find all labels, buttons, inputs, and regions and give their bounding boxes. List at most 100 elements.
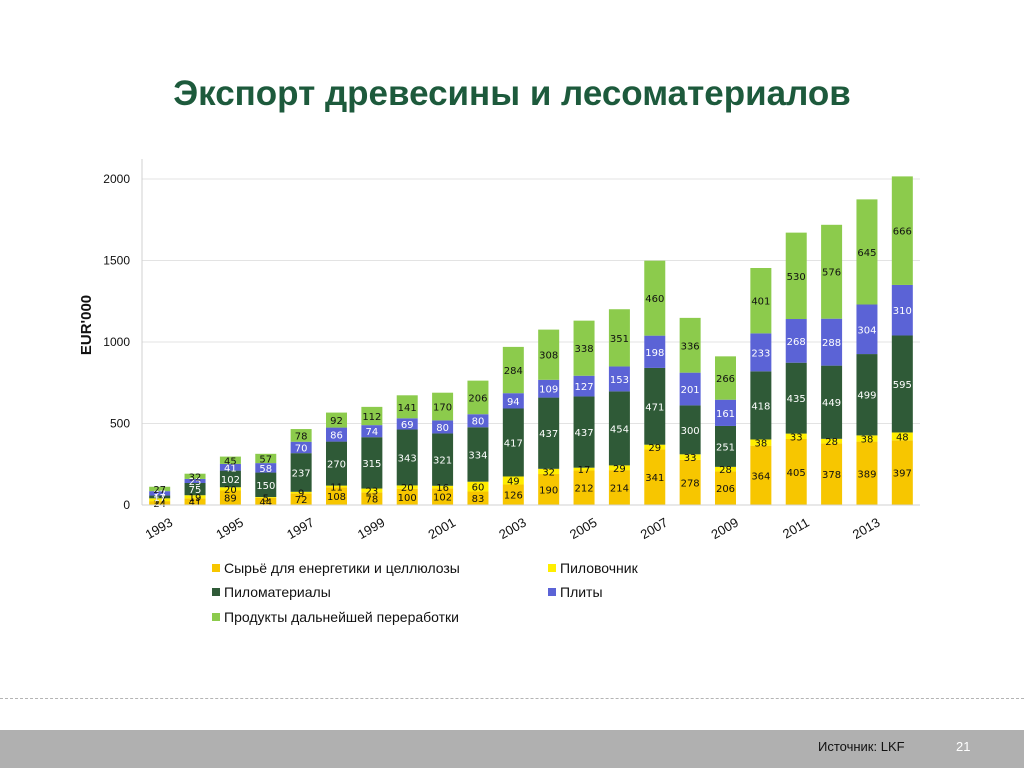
bar-segment [538,379,560,398]
data-label: 29 [648,443,661,454]
data-label: 41 [224,463,237,474]
legend-label: Пиловочник [560,560,638,576]
bar-segment [644,367,666,445]
data-label: 112 [362,412,381,423]
bar-segment [679,454,701,460]
x-tick-label: 1993 [143,515,176,542]
data-label: 92 [330,416,343,427]
data-label: 33 [790,432,803,443]
data-label: 308 [539,351,558,362]
bar-segment [326,441,347,486]
data-label: 364 [751,471,770,482]
data-label: 32 [542,467,555,478]
data-label: 33 [684,453,697,464]
bar-segment [715,356,736,400]
bar-segment [573,320,595,376]
data-label: 471 [645,402,664,413]
data-label: 576 [822,268,841,279]
bar-segment [573,396,595,468]
bar-segment [396,429,418,486]
x-tick-label: 1997 [284,515,317,542]
data-label: 9 [298,489,304,500]
data-label: 23 [365,486,378,497]
bar-segment [219,470,241,488]
bar-segment [644,335,666,368]
data-label: 270 [327,460,346,471]
bar-segment [432,488,454,505]
data-label: 351 [610,334,629,345]
data-label: 201 [681,385,700,396]
bar-segment [396,395,418,419]
bar-segment [149,495,171,499]
x-tick-label: 2003 [496,515,529,542]
bar-segment [432,433,454,486]
data-label: 237 [292,468,311,479]
data-label: 645 [857,248,876,259]
bar-segment [750,439,772,446]
legend-swatch [548,564,556,572]
data-label: 460 [645,294,664,305]
bar-segment [856,199,878,305]
data-label: 16 [436,483,449,494]
data-label: 5 [263,493,269,504]
bar-segment [785,362,807,434]
legend-item: Продукты дальнейшей переработки [212,609,459,625]
legend-swatch [548,588,556,596]
bar-segment [608,470,630,505]
source-note: Источник: LKF [818,739,905,754]
y-tick-label: 1500 [103,254,130,268]
data-label: 321 [433,456,452,467]
data-label: 41 [189,498,202,509]
data-label: 435 [787,394,806,405]
legend-label: Продукты дальнейшей переработки [224,609,459,625]
bar-segment [750,267,772,334]
page-number: 21 [956,739,971,754]
bar-segment [184,473,206,479]
legend-label: Пиломатериалы [224,584,331,600]
bar-segment [573,467,595,471]
data-label: 17 [153,493,166,504]
bar-segment [750,333,772,372]
bar-segment [785,232,807,320]
data-label: 57 [259,454,272,465]
bar-segment [396,485,418,489]
footer-divider [0,698,1024,699]
bar-segment [326,487,347,505]
data-label: 161 [716,409,735,420]
slide-title: Экспорт древесины и лесоматериалов [173,74,851,113]
bar-segment [608,391,630,466]
data-label: 190 [539,486,558,497]
bar-segment [219,490,241,505]
data-label: 310 [893,306,912,317]
bar-segment [785,433,807,439]
bar-segment [821,438,843,444]
bar-segment [255,497,277,505]
bar-segment [184,478,206,483]
data-label: 108 [327,492,346,503]
chart-bars [149,176,913,505]
data-label: 60 [472,483,485,494]
bar-segment [502,484,524,505]
bar-segment [467,481,489,492]
bar-segment [255,463,277,473]
bar-segment [149,486,171,492]
data-label: 437 [539,429,558,440]
bar-segment [361,406,383,426]
x-tick-label: 2005 [567,515,600,542]
data-label: 315 [362,459,381,470]
bar-segment [219,487,241,491]
bar-segment [149,491,171,496]
data-label: 69 [401,420,414,431]
data-label: 251 [716,442,735,453]
data-label: 268 [787,337,806,348]
bar-segment [821,318,843,366]
data-label: 278 [681,478,700,489]
x-tick-label: 2009 [708,515,741,542]
bar-segment [467,414,489,428]
bar-segment [467,427,489,482]
footer-bar [0,730,1024,768]
data-label: 17 [153,496,166,507]
bar-segment [255,453,277,464]
data-label: 401 [751,297,770,308]
data-label: 102 [433,493,452,504]
